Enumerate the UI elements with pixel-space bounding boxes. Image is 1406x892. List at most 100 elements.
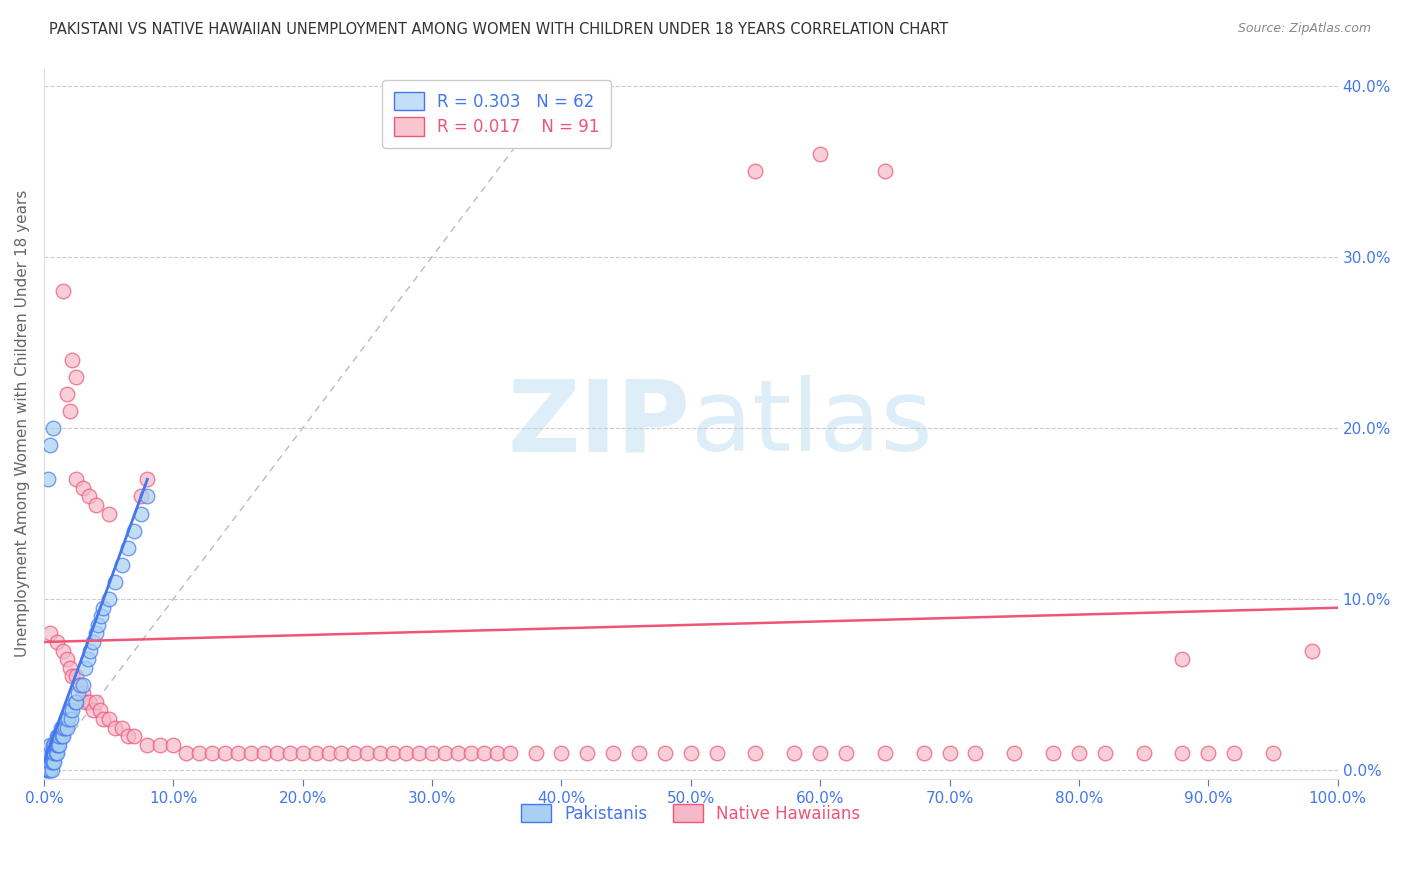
Point xyxy=(104,721,127,735)
Point xyxy=(44,738,66,752)
Point xyxy=(39,764,62,778)
Point xyxy=(382,746,405,760)
Point xyxy=(965,746,987,760)
Point xyxy=(44,746,66,760)
Point xyxy=(38,755,60,769)
Point xyxy=(1261,746,1284,760)
Point xyxy=(104,575,127,590)
Legend: Pakistanis, Native Hawaiians: Pakistanis, Native Hawaiians xyxy=(509,792,872,835)
Point xyxy=(37,472,59,486)
Point xyxy=(66,686,89,700)
Y-axis label: Unemployment Among Women with Children Under 18 years: Unemployment Among Women with Children U… xyxy=(15,190,30,657)
Point xyxy=(55,712,77,726)
Point xyxy=(226,746,249,760)
Point xyxy=(79,643,101,657)
Point xyxy=(49,721,72,735)
Point xyxy=(214,746,236,760)
Point xyxy=(110,558,132,572)
Point xyxy=(39,746,62,760)
Point xyxy=(1301,643,1323,657)
Point xyxy=(39,626,62,640)
Point xyxy=(1171,652,1194,666)
Point xyxy=(174,746,197,760)
Point xyxy=(52,643,75,657)
Point xyxy=(72,678,94,692)
Point xyxy=(110,721,132,735)
Point xyxy=(188,746,211,760)
Point xyxy=(52,721,75,735)
Point xyxy=(460,746,482,760)
Point xyxy=(84,498,107,512)
Point xyxy=(420,746,443,760)
Point xyxy=(53,721,76,735)
Point xyxy=(627,746,650,760)
Point xyxy=(330,746,353,760)
Point xyxy=(48,738,70,752)
Point xyxy=(90,609,112,624)
Point xyxy=(65,369,87,384)
Point xyxy=(343,746,366,760)
Point xyxy=(89,703,111,717)
Point xyxy=(744,746,766,760)
Point xyxy=(37,764,59,778)
Point xyxy=(41,755,63,769)
Point xyxy=(42,755,65,769)
Point xyxy=(266,746,288,760)
Point xyxy=(253,746,276,760)
Point xyxy=(60,703,83,717)
Point xyxy=(42,738,65,752)
Point xyxy=(65,669,87,683)
Point xyxy=(201,746,224,760)
Point xyxy=(59,660,82,674)
Point xyxy=(39,438,62,452)
Point xyxy=(38,746,60,760)
Point xyxy=(808,746,831,760)
Point xyxy=(706,746,728,760)
Point xyxy=(87,618,110,632)
Point xyxy=(56,386,79,401)
Point xyxy=(93,712,115,726)
Point xyxy=(46,738,69,752)
Point xyxy=(136,490,159,504)
Point xyxy=(1094,746,1116,760)
Point xyxy=(41,764,63,778)
Point xyxy=(60,712,83,726)
Point xyxy=(136,738,159,752)
Point xyxy=(51,729,73,743)
Point xyxy=(808,147,831,161)
Point xyxy=(291,746,314,760)
Text: ZIP: ZIP xyxy=(508,376,690,472)
Point xyxy=(65,695,87,709)
Point xyxy=(35,764,58,778)
Point xyxy=(77,490,100,504)
Point xyxy=(56,721,79,735)
Point xyxy=(82,703,104,717)
Point xyxy=(46,729,69,743)
Point xyxy=(72,686,94,700)
Point xyxy=(97,592,120,607)
Point xyxy=(84,626,107,640)
Point xyxy=(75,695,97,709)
Point xyxy=(356,746,378,760)
Point xyxy=(117,729,139,743)
Point xyxy=(69,678,91,692)
Point xyxy=(912,746,935,760)
Point xyxy=(873,746,896,760)
Point xyxy=(318,746,340,760)
Point xyxy=(408,746,430,760)
Point xyxy=(550,746,572,760)
Point xyxy=(679,746,702,760)
Point xyxy=(97,507,120,521)
Point xyxy=(1042,746,1064,760)
Point xyxy=(1002,746,1025,760)
Point xyxy=(39,755,62,769)
Text: Source: ZipAtlas.com: Source: ZipAtlas.com xyxy=(1237,22,1371,36)
Point xyxy=(1132,746,1154,760)
Text: PAKISTANI VS NATIVE HAWAIIAN UNEMPLOYMENT AMONG WOMEN WITH CHILDREN UNDER 18 YEA: PAKISTANI VS NATIVE HAWAIIAN UNEMPLOYMEN… xyxy=(49,22,949,37)
Point xyxy=(368,746,391,760)
Point xyxy=(239,746,262,760)
Point xyxy=(783,746,806,760)
Point xyxy=(304,746,326,760)
Point xyxy=(63,695,86,709)
Point xyxy=(124,524,146,538)
